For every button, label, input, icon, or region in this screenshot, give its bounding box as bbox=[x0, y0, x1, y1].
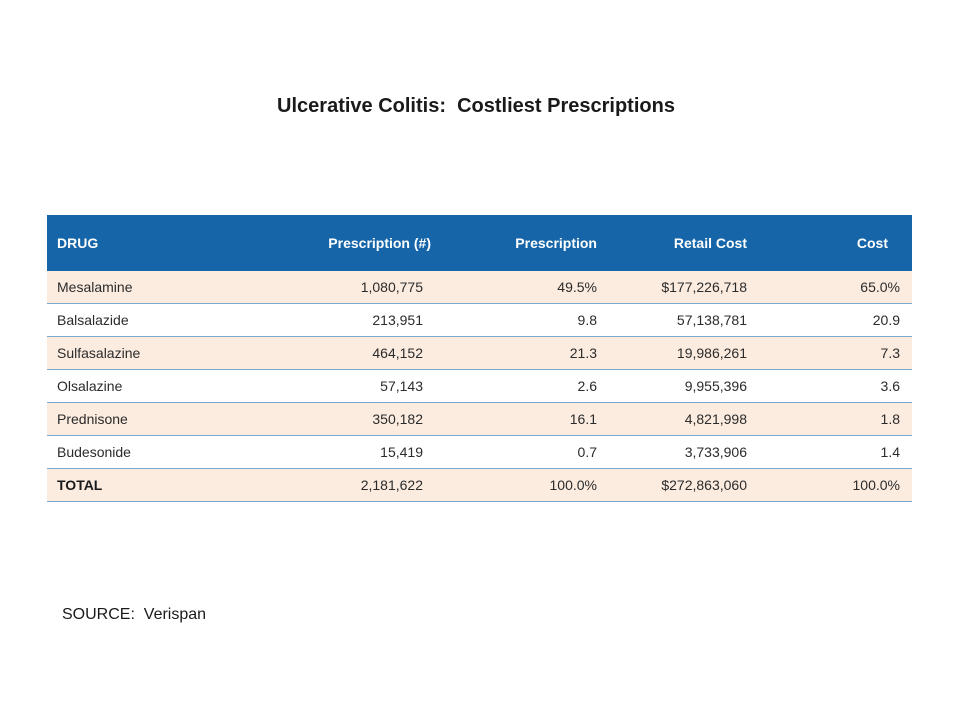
header-prescription-pct: Prescription bbox=[471, 215, 617, 271]
cell-prescription-pct: 16.1 bbox=[471, 402, 617, 436]
header-drug: DRUG bbox=[47, 215, 267, 271]
cell-prescription-count: 57,143 bbox=[267, 369, 471, 403]
cell-drug: Olsalazine bbox=[47, 369, 267, 403]
cell-cost-pct: 20.9 bbox=[793, 303, 912, 337]
cell-prescription-pct: 2.6 bbox=[471, 369, 617, 403]
source-note: SOURCE: Verispan bbox=[62, 606, 207, 623]
header-retail-cost: Retail Cost bbox=[617, 215, 793, 271]
cell-retail-cost: 57,138,781 bbox=[617, 303, 793, 337]
cell-total-label: TOTAL bbox=[47, 468, 267, 502]
cell-total-cost-pct: 100.0% bbox=[793, 468, 912, 502]
cell-prescription-count: 213,951 bbox=[267, 303, 471, 337]
table-row: Budesonide 15,419 0.7 3,733,906 1.4 bbox=[47, 435, 912, 469]
cell-retail-cost: 19,986,261 bbox=[617, 336, 793, 370]
table-total-row: TOTAL 2,181,622 100.0% $272,863,060 100.… bbox=[47, 468, 912, 502]
prescriptions-table: DRUG Prescription (#) Prescription Retai… bbox=[47, 215, 912, 502]
cell-drug: Budesonide bbox=[47, 435, 267, 469]
table-header-row: DRUG Prescription (#) Prescription Retai… bbox=[47, 215, 912, 271]
cell-retail-cost: 9,955,396 bbox=[617, 369, 793, 403]
cell-prescription-count: 1,080,775 bbox=[267, 271, 471, 304]
cell-cost-pct: 3.6 bbox=[793, 369, 912, 403]
cell-retail-cost: 3,733,906 bbox=[617, 435, 793, 469]
prescriptions-table-container: DRUG Prescription (#) Prescription Retai… bbox=[47, 215, 912, 502]
cell-prescription-pct: 0.7 bbox=[471, 435, 617, 469]
table-row: Sulfasalazine 464,152 21.3 19,986,261 7.… bbox=[47, 336, 912, 370]
cell-total-prescription-pct: 100.0% bbox=[471, 468, 617, 502]
cell-cost-pct: 65.0% bbox=[793, 271, 912, 304]
cell-prescription-pct: 49.5% bbox=[471, 271, 617, 304]
table-row: Prednisone 350,182 16.1 4,821,998 1.8 bbox=[47, 402, 912, 436]
cell-prescription-pct: 9.8 bbox=[471, 303, 617, 337]
header-cost-pct: Cost bbox=[793, 215, 912, 271]
table-row: Mesalamine 1,080,775 49.5% $177,226,718 … bbox=[47, 271, 912, 304]
page-title: Ulcerative Colitis: Costliest Prescripti… bbox=[277, 95, 675, 117]
header-prescription-count: Prescription (#) bbox=[267, 215, 471, 271]
cell-drug: Mesalamine bbox=[47, 271, 267, 304]
cell-cost-pct: 1.8 bbox=[793, 402, 912, 436]
cell-drug: Sulfasalazine bbox=[47, 336, 267, 370]
cell-cost-pct: 1.4 bbox=[793, 435, 912, 469]
cell-prescription-count: 15,419 bbox=[267, 435, 471, 469]
cell-drug: Prednisone bbox=[47, 402, 267, 436]
cell-drug: Balsalazide bbox=[47, 303, 267, 337]
table-row: Olsalazine 57,143 2.6 9,955,396 3.6 bbox=[47, 369, 912, 403]
cell-prescription-count: 464,152 bbox=[267, 336, 471, 370]
cell-total-prescription-count: 2,181,622 bbox=[267, 468, 471, 502]
cell-retail-cost: $177,226,718 bbox=[617, 271, 793, 304]
cell-total-retail-cost: $272,863,060 bbox=[617, 468, 793, 502]
table-row: Balsalazide 213,951 9.8 57,138,781 20.9 bbox=[47, 303, 912, 337]
cell-retail-cost: 4,821,998 bbox=[617, 402, 793, 436]
cell-cost-pct: 7.3 bbox=[793, 336, 912, 370]
cell-prescription-count: 350,182 bbox=[267, 402, 471, 436]
cell-prescription-pct: 21.3 bbox=[471, 336, 617, 370]
